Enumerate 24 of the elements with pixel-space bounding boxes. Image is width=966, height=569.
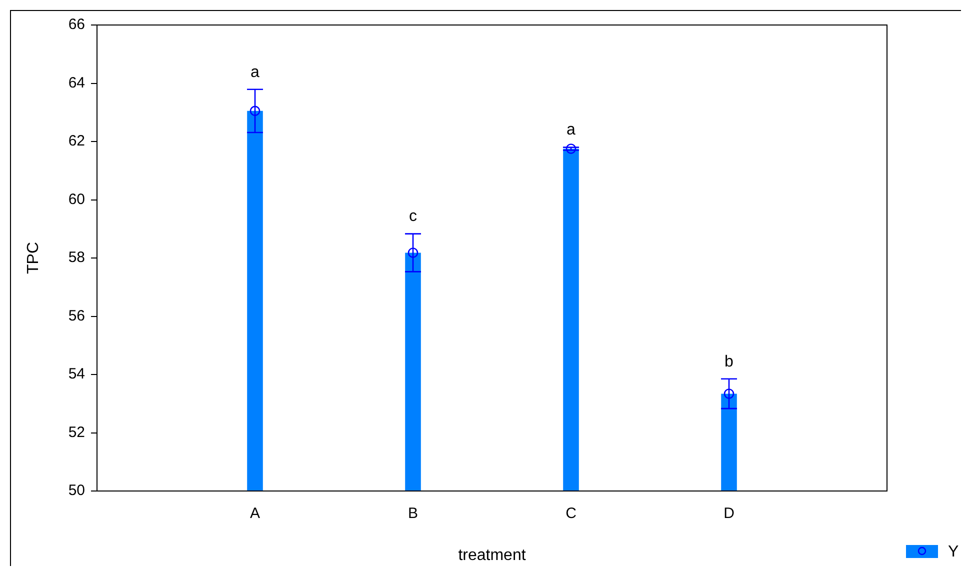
y-axis-title: TPC — [25, 242, 42, 274]
annotation: a — [566, 122, 576, 139]
x-tick-label: D — [724, 505, 735, 522]
y-tick-label: 56 — [68, 307, 85, 324]
annotation: b — [724, 353, 734, 370]
y-tick-label: 58 — [68, 249, 85, 266]
x-tick-label: C — [566, 505, 577, 522]
annotation: a — [250, 64, 260, 81]
y-tick-label: 64 — [68, 74, 85, 92]
point — [408, 248, 418, 258]
point — [250, 106, 260, 116]
y-tick-label: 52 — [68, 424, 85, 441]
annotation: c — [409, 208, 417, 226]
y-tick-label: 50 — [68, 482, 85, 500]
x-tick-label: B — [408, 505, 418, 522]
legend-label: Y — [948, 543, 959, 560]
point — [566, 144, 576, 154]
x-axis-title: treatment — [458, 546, 526, 564]
y-tick-label: 60 — [68, 190, 85, 208]
x-tick-label: A — [250, 505, 260, 522]
y-tick-label: 66 — [68, 16, 85, 34]
point — [724, 388, 734, 399]
y-tick-label: 62 — [68, 132, 85, 150]
y-tick-label: 54 — [68, 366, 85, 383]
